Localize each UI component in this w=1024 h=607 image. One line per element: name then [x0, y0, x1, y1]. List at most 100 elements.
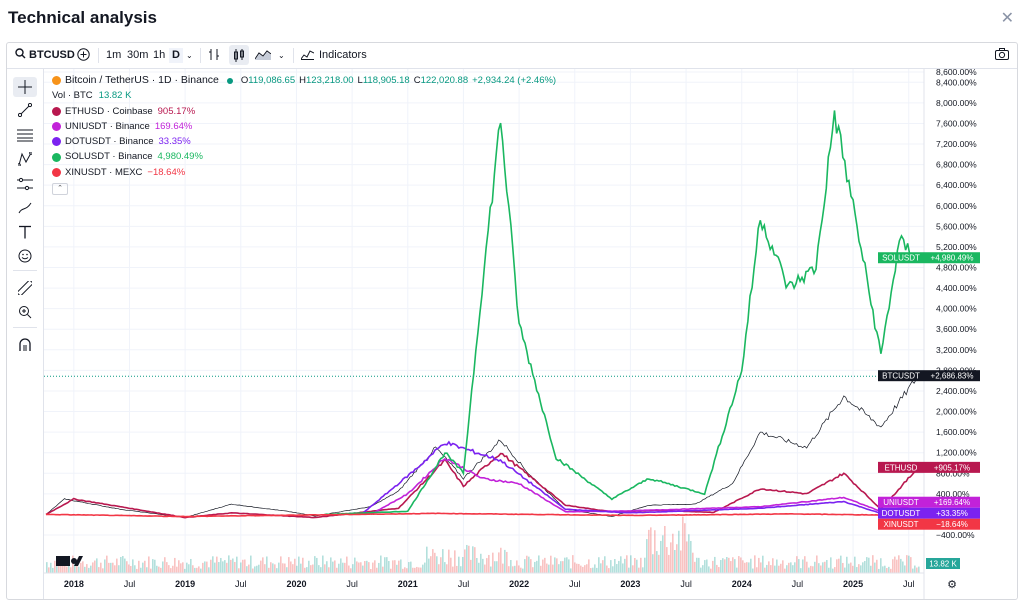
volume-bar [404, 567, 406, 573]
volume-bar [506, 551, 508, 573]
volume-bar [628, 567, 630, 573]
volume-bar [678, 530, 680, 573]
pattern-icon[interactable] [13, 149, 37, 169]
volume-bar [876, 559, 878, 573]
brush-icon[interactable] [13, 198, 37, 218]
legend-compare-row[interactable]: SOLUSDT · Binance 4,980.49% [52, 149, 556, 164]
volume-bar [606, 565, 608, 573]
volume-bar [122, 556, 124, 573]
zoom-icon[interactable] [13, 302, 37, 322]
volume-bar [184, 568, 186, 573]
bar-compare-icon[interactable] [208, 48, 220, 63]
indicators-button[interactable]: Indicators [319, 49, 367, 61]
magnet-icon[interactable] [13, 335, 37, 355]
legend-main[interactable]: Bitcoin / TetherUS · 1D · Binance O 119,0… [52, 73, 556, 88]
legend-volume[interactable]: Vol · BTC 13.82 K [52, 88, 556, 103]
emoji-icon[interactable] [13, 246, 37, 266]
legend-compare-row[interactable]: UNIUSDT · Binance 169.64% [52, 119, 556, 134]
x-tick-label: 2022 [509, 579, 529, 589]
chevron-down-icon[interactable]: ⌄ [278, 51, 285, 60]
volume-bar [808, 567, 810, 573]
volume-bar [138, 560, 140, 573]
series-name-tag [878, 507, 924, 519]
projection-icon[interactable] [13, 174, 37, 194]
interval-d[interactable]: D [169, 48, 183, 63]
series-name-tag [878, 496, 924, 508]
y-tick-label: 6,000.00% [936, 201, 977, 211]
volume-bar [902, 561, 904, 573]
legend-compare-pct: −18.64% [147, 166, 186, 178]
volume-bar [476, 558, 478, 573]
volume-bar [426, 546, 428, 573]
volume-bar [488, 554, 490, 573]
volume-bar [478, 562, 480, 573]
series-line-dotusdt [360, 440, 919, 516]
volume-bar [792, 565, 794, 573]
legend-compare-row[interactable]: XINUSDT · MEXC −18.64% [52, 165, 556, 180]
volume-bar [636, 559, 638, 573]
volume-bar [862, 562, 864, 573]
legend-compare-row[interactable]: ETHUSD · Coinbase 905.17% [52, 104, 556, 119]
x-tick-label: 2018 [64, 579, 84, 589]
legend-compare-row[interactable]: DOTUSDT · Binance 33.35% [52, 134, 556, 149]
volume-bar [164, 557, 166, 573]
crosshair-icon[interactable] [13, 77, 37, 97]
volume-bar [434, 552, 436, 573]
volume-bar [752, 568, 754, 573]
volume-bar [290, 561, 292, 573]
camera-icon[interactable] [995, 48, 1009, 63]
volume-bar [206, 561, 208, 573]
volume-bar [304, 567, 306, 573]
volume-bar [848, 563, 850, 573]
coin-icon [52, 137, 61, 147]
volume-bar [194, 567, 196, 573]
volume-bar [798, 559, 800, 573]
area-chart-icon[interactable] [254, 48, 272, 63]
volume-bar [474, 547, 476, 573]
interval-1h[interactable]: 1h [153, 49, 166, 61]
volume-bar [392, 560, 394, 573]
volume-bar [742, 560, 744, 573]
text-icon[interactable] [13, 222, 37, 242]
y-tick-label: 7,200.00% [936, 139, 977, 149]
volume-bar [824, 561, 826, 573]
y-tick-label: 7,600.00% [936, 118, 977, 128]
y-tick-label: 5,200.00% [936, 242, 977, 252]
indicators-icon[interactable] [300, 48, 315, 63]
volume-bar [64, 561, 66, 573]
trendline-icon[interactable] [13, 100, 37, 120]
volume-bar [242, 559, 244, 573]
volume-bar [838, 558, 840, 573]
chart-area[interactable]: 8,600.00% 8,400.00% 8,000.00% 7,600.00% 7,20… [44, 69, 1017, 599]
volume-bar [280, 556, 282, 573]
volume-bar [914, 565, 916, 573]
volume-bar [904, 565, 906, 573]
page-title: Technical analysis [8, 8, 157, 27]
volume-bar [496, 561, 498, 573]
ruler-icon[interactable] [13, 278, 37, 298]
volume-bar [126, 561, 128, 573]
x-tick-label: Jul [680, 579, 692, 589]
volume-bar [726, 557, 728, 573]
interval-1m[interactable]: 1m [106, 49, 122, 61]
volume-bar [796, 556, 798, 573]
chevron-down-icon[interactable]: ⌄ [186, 51, 193, 60]
add-symbol-icon[interactable] [77, 48, 90, 63]
candles-icon[interactable] [229, 45, 249, 65]
collapse-legend-button[interactable]: ⌃ [52, 183, 68, 196]
last-value-label: DOTUSDT +33.35% [878, 507, 980, 519]
volume-bar [794, 562, 796, 573]
volume-bar [296, 565, 298, 573]
close-icon[interactable]: ✕ [1000, 10, 1014, 27]
volume-bar [86, 564, 88, 573]
volume-bar [264, 564, 266, 573]
volume-bar [912, 568, 914, 573]
search-icon[interactable] [15, 48, 26, 63]
volume-bar [56, 565, 58, 573]
fib-icon[interactable] [13, 125, 37, 145]
symbol-button[interactable]: BTCUSD [29, 49, 75, 61]
interval-30m[interactable]: 30m [127, 49, 149, 61]
series-value-tag [924, 370, 980, 382]
volume-bar [278, 562, 280, 573]
volume-bar [186, 562, 188, 573]
